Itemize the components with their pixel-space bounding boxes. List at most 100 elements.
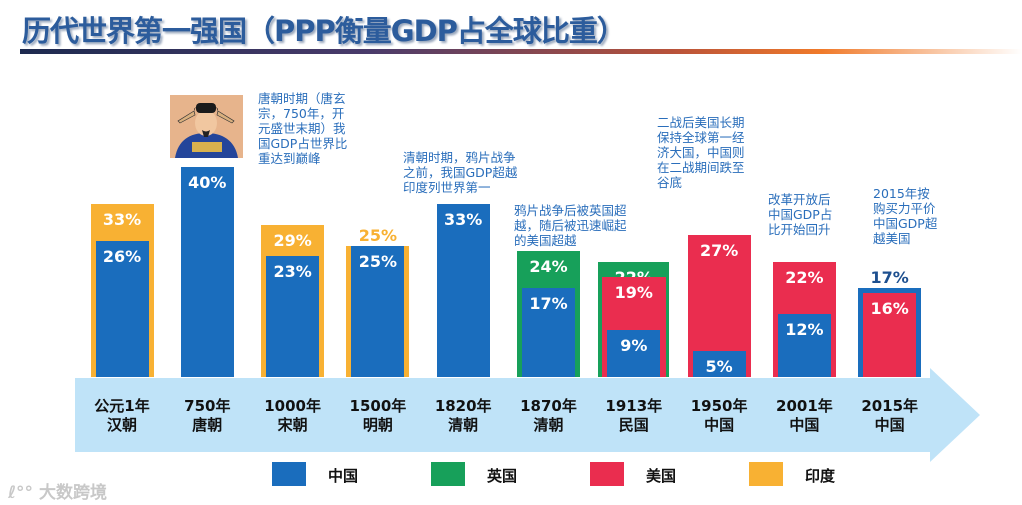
x-tick-line: 公元1年 — [94, 397, 150, 415]
x-tick-line: 750年 — [184, 397, 231, 415]
data-label: 22% — [785, 267, 824, 287]
emperor-portrait-image — [170, 95, 243, 158]
x-tick-line: 明朝 — [362, 416, 393, 434]
data-label: 25% — [358, 225, 398, 245]
x-tick-line: 1000年 — [264, 397, 321, 415]
annotation-line: 济大国，中国则 — [657, 145, 745, 160]
x-tick-line: 2001年 — [776, 397, 833, 415]
annotation-line: 谷底 — [657, 175, 683, 190]
x-tick-line: 中国 — [874, 416, 905, 434]
x-tick-label: 1500年 明朝 — [336, 397, 420, 435]
bar-中国-6 — [607, 329, 661, 377]
annotation-line: 2015年按 — [873, 186, 930, 201]
bar-中国-0 — [95, 240, 149, 377]
legend-label: 美国 — [646, 467, 677, 485]
annotation-line: 印度列世界第一 — [403, 180, 491, 195]
data-label: 29% — [273, 230, 312, 250]
annotation-line: 购买力平价 — [873, 201, 936, 216]
annotation-text: 唐朝时期（唐玄 宗，750年，开 元盛世末期）我 国GDP占世界比 重达到巅峰 — [258, 91, 347, 166]
data-label: 17% — [529, 293, 568, 313]
bar-中国-4 — [436, 203, 490, 377]
bar-美国-9 — [863, 293, 917, 377]
watermark-logo-icon: ℓ°° — [8, 483, 34, 503]
legend-label: 印度 — [805, 467, 836, 485]
annotation-line: 元盛世末期）我 — [258, 121, 346, 136]
annotation-line: 宗，750年，开 — [258, 106, 345, 121]
legend-swatch — [590, 462, 624, 486]
x-tick-line: 清朝 — [448, 416, 479, 434]
legend-swatch — [272, 462, 306, 486]
annotation-line: 改革开放后 — [768, 192, 831, 207]
data-label: 27% — [699, 241, 739, 261]
data-label: 40% — [188, 173, 227, 192]
data-label: 33% — [102, 209, 142, 229]
data-label: 19% — [614, 283, 653, 303]
x-tick-label: 1000年 宋朝 — [251, 397, 335, 435]
annotation-line: 中国GDP超 — [873, 216, 938, 231]
x-tick-line: 汉朝 — [106, 416, 137, 434]
x-tick-label: 1950年 中国 — [677, 397, 761, 435]
x-tick-line: 1950年 — [690, 397, 748, 415]
annotation-line: 中国GDP占 — [768, 207, 833, 222]
data-label: 12% — [785, 320, 824, 339]
legend-label: 英国 — [487, 467, 518, 485]
x-tick-line: 2015年 — [861, 397, 919, 415]
x-tick-line: 唐朝 — [192, 416, 223, 434]
annotation-line: 国GDP占世界比 — [258, 136, 348, 151]
annotation-line: 鸦片战争后被英国超 — [514, 203, 627, 218]
bar-中国-7 — [692, 350, 746, 377]
data-label: 24% — [529, 257, 568, 276]
x-tick-label: 1820年 清朝 — [421, 397, 505, 435]
data-label: 9% — [620, 335, 648, 355]
annotation-line: 唐朝时期（唐玄 — [258, 91, 346, 106]
x-tick-label: 2001年 中国 — [762, 397, 846, 435]
x-tick-line: 1500年 — [349, 397, 407, 415]
x-tick-line: 中国 — [789, 416, 820, 434]
annotation-line: 二战后美国长期 — [657, 115, 745, 130]
annotation-text: 鸦片战争后被英国超 越，随后被迅速崛起 的美国超越 — [514, 203, 627, 248]
bar-中国-8 — [777, 314, 831, 377]
annotation-line: 之前，我国GDP超越 — [403, 165, 518, 180]
data-label: 17% — [870, 267, 909, 287]
annotation-line: 清朝时期，鸦片战争 — [403, 150, 516, 165]
annotation-line: 越美国 — [873, 231, 911, 246]
legend-swatch — [431, 462, 465, 486]
annotation-line: 比开始回升 — [768, 222, 831, 237]
x-tick-line: 清朝 — [533, 416, 564, 434]
x-tick-line: 1820年 — [434, 397, 492, 415]
bar-中国-2 — [266, 256, 320, 377]
x-tick-label: 750年 唐朝 — [165, 397, 249, 435]
x-tick-line: 1913年 — [605, 397, 663, 415]
watermark-text: 大数跨境 — [38, 483, 107, 503]
annotation-line: 重达到巅峰 — [258, 151, 321, 166]
data-label: 25% — [358, 251, 398, 271]
annotation-text: 清朝时期，鸦片战争 之前，我国GDP超越 印度列世界第一 — [403, 150, 517, 195]
title-divider — [20, 49, 1022, 54]
annotation-text: 改革开放后 中国GDP占 比开始回升 — [768, 192, 832, 237]
timeline-arrow — [75, 368, 980, 462]
data-label: 26% — [102, 246, 142, 266]
annotation-line: 越，随后被迅速崛起 — [514, 218, 627, 233]
annotation-line: 的美国超越 — [514, 233, 577, 248]
page-title: 历代世界第一强国（PPP衡量GDP占全球比重） — [22, 14, 626, 48]
bar-中国-1 — [180, 167, 234, 377]
x-tick-line: 1870年 — [520, 397, 577, 415]
x-tick-line: 民国 — [618, 416, 649, 434]
x-tick-label: 1913年 民国 — [592, 397, 676, 435]
data-label: 5% — [705, 356, 733, 376]
watermark: ℓ°° 大数跨境 — [8, 478, 107, 503]
x-tick-line: 中国 — [704, 416, 735, 434]
annotation-line: 在二战期间跌至 — [657, 160, 745, 175]
x-tick-label: 1870年 清朝 — [507, 397, 591, 435]
annotation-text: 2015年按 购买力平价 中国GDP超 越美国 — [873, 186, 937, 246]
x-tick-label: 公元1年 汉朝 — [80, 397, 164, 435]
data-label: 33% — [444, 209, 483, 229]
x-tick-label: 2015年 中国 — [848, 397, 932, 435]
annotation-text: 二战后美国长期 保持全球第一经 济大国，中国则 在二战期间跌至 谷底 — [657, 115, 745, 190]
legend-label: 中国 — [328, 467, 359, 485]
data-label: 16% — [870, 299, 909, 318]
bar-中国-3 — [351, 245, 405, 377]
legend-swatch — [749, 462, 783, 486]
x-tick-line: 宋朝 — [277, 416, 308, 434]
bar-中国-5 — [522, 287, 575, 377]
